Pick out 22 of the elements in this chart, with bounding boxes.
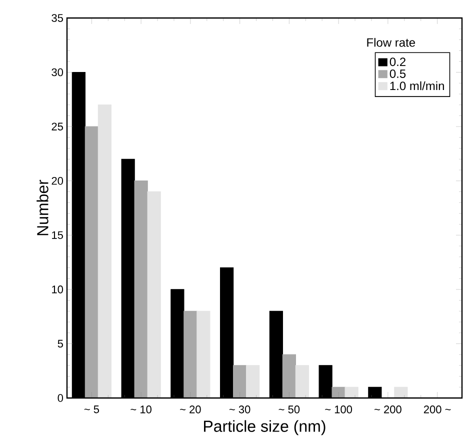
x-tick-label: ~ 10 xyxy=(130,406,152,414)
y-tick-label: 10 xyxy=(52,286,64,294)
legend-title: Flow rate xyxy=(367,38,416,47)
x-tick-label: ~ 200 xyxy=(374,406,402,414)
x-tick-label: ~ 100 xyxy=(325,406,352,414)
legend-label: 0.2 xyxy=(390,58,406,66)
x-tick-label: ~ 20 xyxy=(180,406,201,414)
x-tick-label: 200 ~ xyxy=(424,406,451,414)
y-axis-title: Number xyxy=(36,180,48,236)
x-axis-title: Particle size (nm) xyxy=(204,420,326,436)
legend-label: 0.5 xyxy=(390,69,406,78)
y-tick-label: 30 xyxy=(52,68,64,76)
y-tick-label: 5 xyxy=(58,340,63,348)
y-tick-label: 20 xyxy=(52,176,64,185)
x-tick-label: ~ 5 xyxy=(84,406,100,414)
y-tick-label: 15 xyxy=(52,231,63,239)
legend-label: 1.0 ml/min xyxy=(390,81,444,90)
y-tick-label: 0 xyxy=(58,394,64,402)
x-tick-label: ~ 30 xyxy=(229,406,250,414)
x-tick-label: ~ 50 xyxy=(278,406,300,414)
y-tick-label: 25 xyxy=(52,122,63,130)
y-tick-label: 35 xyxy=(52,14,63,22)
